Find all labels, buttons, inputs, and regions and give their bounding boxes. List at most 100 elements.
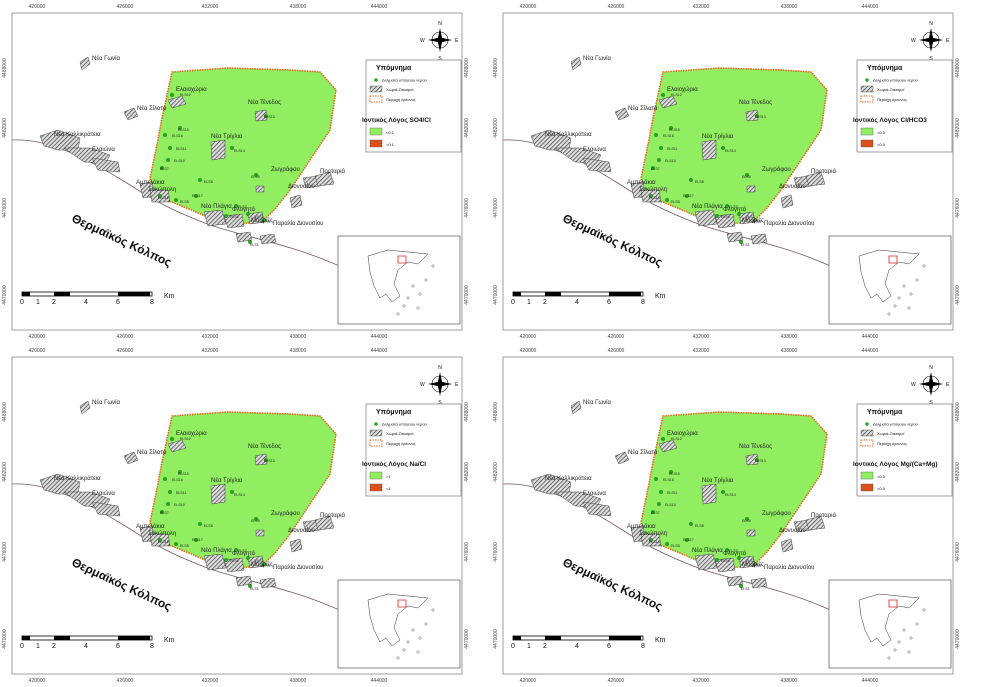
- legend-ratio-title: Ιοντικός Λόγος SO4/Cl: [362, 117, 431, 124]
- inset-island: [411, 628, 415, 632]
- legend-class-swatch: [860, 139, 874, 148]
- y-tick-right-label: 4482000: [955, 462, 961, 482]
- well-label: ELS12: [180, 93, 191, 97]
- y-tick-left-label: 4488000: [493, 402, 499, 422]
- legend-area-symbol: [860, 95, 874, 103]
- place-label: Συκώπολη: [639, 531, 667, 537]
- well-point: [174, 542, 178, 546]
- inset-island: [909, 636, 913, 640]
- village-polygon: [314, 171, 335, 187]
- well-point: [178, 126, 182, 130]
- x-tick-bottom-label: 420000: [520, 678, 537, 684]
- well-label: ELS14: [725, 493, 736, 497]
- compass-w: W: [420, 38, 425, 44]
- village-polygon: [738, 555, 756, 569]
- place-label: Πορταριά: [811, 512, 836, 519]
- well-label: ELS16: [663, 134, 674, 138]
- village-polygon: [235, 575, 253, 587]
- village-polygon: [79, 56, 91, 71]
- well-point: [649, 538, 653, 542]
- well-point: [194, 538, 198, 542]
- inset-island: [406, 296, 410, 300]
- well-label: ELS7: [651, 511, 660, 515]
- village-polygon: [726, 231, 744, 243]
- well-label: ELS14: [725, 149, 736, 153]
- well-point: [248, 584, 252, 588]
- well-point: [651, 510, 655, 514]
- well-label: ELS2: [238, 205, 247, 209]
- inset-study-area-marker: [888, 599, 898, 608]
- scale-bar-segment: [545, 292, 561, 296]
- village-polygon: [750, 233, 768, 245]
- x-tick-top-label: 420000: [29, 348, 46, 354]
- village-polygon: [123, 107, 139, 121]
- compass-n: N: [929, 365, 933, 371]
- x-tick-top-label: 432000: [693, 4, 710, 10]
- well-point: [657, 502, 661, 506]
- well-point: [739, 240, 743, 244]
- study-area-boundary: [149, 411, 337, 569]
- well-label: ELS17: [192, 538, 203, 542]
- well-point: [659, 146, 663, 150]
- scale-label: 8: [641, 643, 645, 650]
- x-tick-bottom-label: 420000: [520, 334, 537, 340]
- well-label: ELS18: [158, 196, 169, 200]
- inset-map-frame: [337, 579, 461, 669]
- legend-title: Υπόμνημα: [376, 65, 412, 72]
- well-label: ELS2: [729, 549, 738, 553]
- place-label: Ελαιώνα: [92, 491, 115, 497]
- village-polygon: [254, 453, 268, 466]
- well-point: [166, 158, 170, 162]
- x-tick-bottom-label: 432000: [202, 334, 219, 340]
- y-tick-left-label: 4488000: [2, 402, 8, 422]
- y-tick-left-label: 4488000: [2, 58, 8, 78]
- village-polygon: [701, 139, 717, 161]
- scale-label: 2: [52, 643, 56, 650]
- village-polygon: [210, 139, 226, 161]
- x-tick-top-label: 444000: [862, 4, 879, 10]
- village-polygon: [167, 439, 187, 453]
- scale-label: 6: [607, 643, 611, 650]
- x-tick-top-label: 438000: [781, 4, 798, 10]
- well-label: ELS18: [158, 540, 169, 544]
- y-tick-right-label: 4470000: [955, 629, 961, 649]
- village-polygon: [254, 109, 268, 122]
- well-label: ELS17: [683, 538, 694, 542]
- place-label: Νέα Τρίγλια: [702, 477, 734, 484]
- y-tick-left-label: 4470000: [493, 285, 499, 305]
- place-label: Ζωγράφου: [271, 166, 300, 173]
- scale-bar-segment: [22, 636, 30, 640]
- x-tick-bottom-label: 432000: [693, 678, 710, 684]
- well-point: [254, 173, 258, 177]
- x-tick-top-label: 420000: [520, 4, 537, 10]
- inset-island: [887, 656, 891, 660]
- well-point: [721, 146, 725, 150]
- scale-label: 8: [150, 299, 154, 306]
- well-point: [246, 212, 250, 216]
- well-point: [665, 198, 669, 202]
- y-tick-right-label: 4470000: [464, 629, 470, 649]
- village-polygon: [289, 538, 303, 553]
- place-label: Νέα Καλλικράτεια: [54, 131, 101, 138]
- place-label: Παραλία Διονυσίου: [273, 565, 323, 571]
- well-label: ELS1: [741, 587, 750, 591]
- y-tick-right-label: 4482000: [464, 462, 470, 482]
- village-polygon: [714, 213, 736, 229]
- village-polygon: [91, 157, 121, 173]
- place-label: Μουριές: [742, 561, 764, 568]
- inset-island: [897, 640, 901, 644]
- y-tick-right-label: 4470000: [464, 285, 470, 305]
- village-polygon: [694, 209, 718, 227]
- place-label: Αμπελάκια: [136, 179, 165, 186]
- x-tick-bottom-label: 444000: [862, 334, 879, 340]
- inset-island: [402, 648, 406, 652]
- village-polygon: [235, 231, 253, 243]
- place-label: Παραλία Διονυσίου: [764, 221, 814, 227]
- scale-unit: Km: [164, 293, 175, 300]
- village-polygon: [255, 529, 265, 537]
- x-tick-bottom-label: 438000: [290, 678, 307, 684]
- legend-village-symbol: [369, 429, 383, 437]
- well-label: ELS5: [671, 200, 680, 204]
- compass-w: W: [911, 382, 916, 388]
- well-point: [661, 437, 665, 441]
